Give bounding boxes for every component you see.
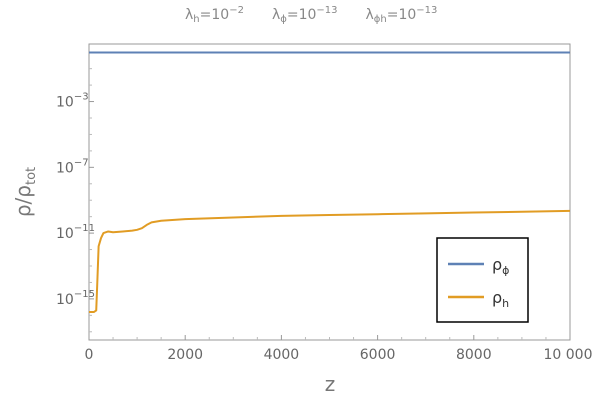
y-tick-label: 10−15 [56,289,95,308]
title-lambda-h-sub: h [193,14,199,25]
title-lambda-h-exp: −2 [229,5,244,16]
series-line-rho-h [89,209,571,314]
title-lambda-phi: λ [272,7,280,23]
title-lambda-phih-value: =10 [387,7,417,23]
x-tick-label: 8000 [456,347,492,363]
y-tick-label: 10−7 [56,157,89,176]
legend-label-rho-phi-sub: ϕ [502,264,509,277]
y-axis-label: ρ/ρtot [11,167,39,217]
x-tick-label: 2000 [167,347,203,363]
legend: ρϕ ρh [436,237,529,323]
series-group [89,51,571,314]
y-axis-ticks: 10−3 10−7 10−11 10−15 [56,51,95,333]
title-lambda-phih: λ [366,7,374,23]
x-axis-label: z [325,372,336,396]
legend-label-rho-h: ρh [492,288,509,310]
x-tick-label: 0 [85,347,94,363]
title-lambda-h: λ [185,7,193,23]
legend-label-rho-h-main: ρ [492,288,502,307]
legend-box [436,237,529,323]
x-tick-label: 10 000 [544,347,593,363]
title-lambda-phih-sub: ϕh [374,14,387,25]
title-lambda-h-value: =10 [200,7,230,23]
y-axis-label-main: ρ/ρ [11,185,35,217]
title-lambda-phi-sub: ϕ [280,14,287,25]
x-axis-ticks: 0 2000 4000 6000 8000 10 000 [85,335,593,363]
y-tick-label: 10−3 [56,92,89,111]
title-lambda-phi-exp: −13 [316,5,337,16]
x-tick-label: 6000 [360,347,396,363]
y-tick-label: 10−11 [56,223,95,242]
title-lambda-phi-value: =10 [287,7,317,23]
x-tick-label: 4000 [264,347,300,363]
chart-title: λh=10−2 λϕ=10−13 λϕh=10−13 [185,5,437,25]
title-lambda-phih-exp: −13 [416,5,437,16]
legend-label-rho-phi-main: ρ [492,255,502,274]
y-axis-label-sub: tot [24,167,39,185]
legend-label-rho-phi: ρϕ [492,255,509,277]
legend-label-rho-h-sub: h [502,297,509,310]
